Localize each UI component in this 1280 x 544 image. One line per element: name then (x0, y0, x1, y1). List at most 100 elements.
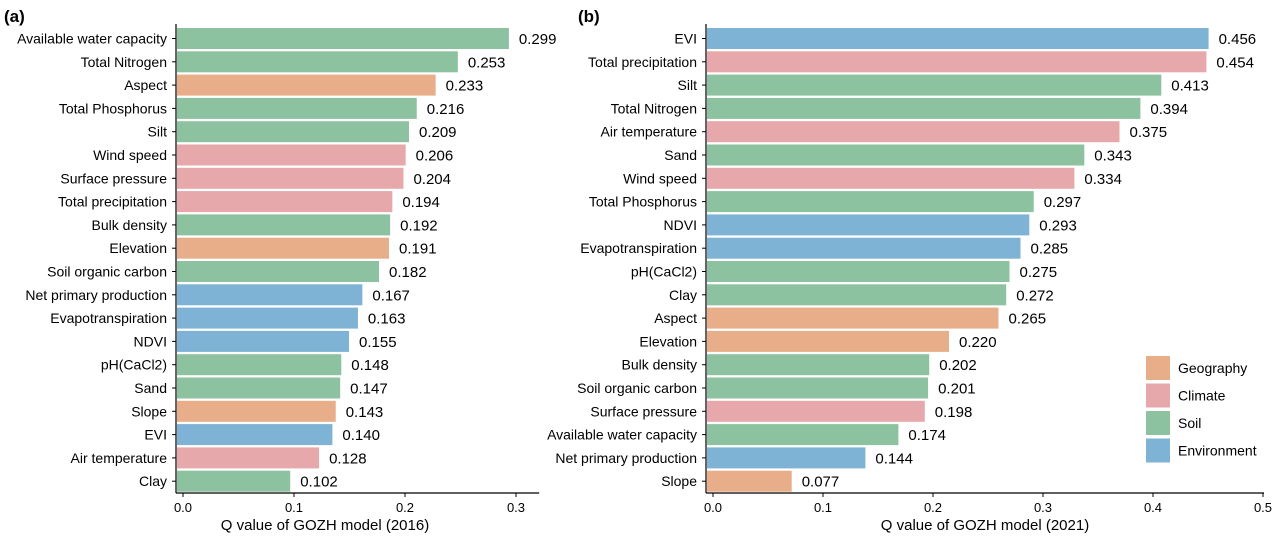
legend-swatch (1146, 383, 1170, 408)
category-label: Clay (139, 473, 167, 489)
bar (707, 377, 929, 399)
category-label: Available water capacity (547, 427, 697, 443)
panel-label: (a) (4, 7, 25, 26)
value-label: 0.182 (389, 264, 427, 281)
bar (707, 28, 1209, 49)
value-label: 0.192 (400, 217, 438, 234)
value-label: 0.299 (519, 31, 557, 48)
category-label: Air temperature (71, 450, 168, 466)
value-label: 0.102 (300, 474, 338, 491)
bar (177, 284, 363, 306)
value-label: 0.155 (359, 334, 397, 351)
bar (707, 447, 866, 469)
bar (177, 447, 320, 469)
value-label: 0.265 (1009, 311, 1047, 328)
value-label: 0.128 (329, 450, 367, 467)
value-label: 0.148 (351, 357, 389, 374)
value-label: 0.413 (1171, 78, 1209, 95)
bar (707, 237, 1021, 259)
bar (177, 97, 417, 119)
value-label: 0.233 (446, 78, 484, 95)
bar (177, 144, 406, 166)
value-label: 0.456 (1219, 31, 1257, 48)
value-label: 0.194 (402, 194, 440, 211)
category-label: Soil organic carbon (577, 380, 697, 396)
value-label: 0.375 (1130, 124, 1168, 141)
panel-b: (b) EVI 0.456 Total precipitation 0.454 Silt 0… (547, 7, 1272, 534)
category-label: Sand (664, 147, 697, 163)
value-label: 0.206 (416, 148, 454, 165)
category-label: Total Phosphorus (59, 100, 167, 116)
legend-swatch (1146, 356, 1170, 380)
bar (707, 400, 925, 422)
value-label: 0.147 (350, 381, 388, 398)
value-label: 0.077 (802, 474, 840, 491)
x-tick-label: 0.5 (1254, 500, 1272, 515)
value-label: 0.144 (875, 450, 913, 467)
bar (707, 167, 1075, 189)
x-axis-title: Q value of GOZH model (2016) (221, 517, 429, 534)
category-label: EVI (674, 31, 697, 47)
x-tick-label: 0.3 (1034, 500, 1052, 515)
value-label: 0.343 (1094, 148, 1132, 165)
category-label: Elevation (109, 240, 167, 256)
bar (707, 354, 930, 376)
bar (177, 74, 436, 96)
value-label: 0.140 (342, 427, 380, 444)
value-label: 0.220 (959, 334, 997, 351)
bar (177, 400, 336, 422)
value-label: 0.216 (427, 101, 465, 118)
category-label: Available water capacity (17, 31, 167, 47)
value-label: 0.285 (1031, 241, 1069, 258)
x-tick-label: 0.1 (814, 500, 832, 515)
category-label: Net primary production (25, 287, 167, 303)
bar (707, 424, 899, 446)
value-label: 0.297 (1044, 194, 1082, 211)
bar (707, 470, 792, 492)
legend-label: Climate (1178, 388, 1226, 404)
value-label: 0.394 (1150, 101, 1188, 118)
category-label: Silt (678, 77, 698, 93)
bar (707, 74, 1162, 96)
category-label: EVI (144, 427, 167, 443)
value-label: 0.204 (413, 171, 451, 188)
category-label: Evapotranspiration (580, 240, 697, 256)
value-label: 0.174 (908, 427, 946, 444)
bar (707, 191, 1034, 213)
x-tick-label: 0.0 (704, 500, 722, 515)
bar (707, 284, 1007, 306)
value-label: 0.191 (399, 241, 437, 258)
x-axis-title: Q value of GOZH model (2021) (881, 517, 1089, 534)
bar (707, 214, 1030, 236)
bar (177, 167, 404, 189)
bar (177, 470, 291, 492)
value-label: 0.201 (938, 381, 976, 398)
bar (177, 330, 350, 352)
value-label: 0.334 (1084, 171, 1122, 188)
category-label: Elevation (639, 333, 697, 349)
panel-label: (b) (578, 7, 600, 26)
category-label: Silt (148, 124, 168, 140)
x-tick-label: 0.1 (285, 500, 303, 515)
category-label: NDVI (664, 217, 697, 233)
bar (177, 191, 393, 213)
category-label: Air temperature (601, 124, 698, 140)
category-label: Bulk density (92, 217, 167, 233)
legend-label: Soil (1178, 415, 1201, 431)
category-label: pH(CaCl2) (631, 264, 697, 280)
category-label: Wind speed (93, 147, 167, 163)
category-label: Slope (131, 403, 167, 419)
category-label: Aspect (654, 310, 697, 326)
bar (707, 97, 1141, 119)
category-label: Surface pressure (60, 170, 167, 186)
bar (707, 144, 1085, 166)
category-label: Net primary production (555, 450, 697, 466)
category-label: Total precipitation (58, 194, 167, 210)
bar (707, 330, 949, 352)
bar (177, 51, 458, 73)
legend-swatch (1146, 438, 1170, 463)
x-tick-label: 0.4 (1144, 500, 1162, 515)
bar (707, 261, 1010, 282)
bar (177, 214, 391, 236)
